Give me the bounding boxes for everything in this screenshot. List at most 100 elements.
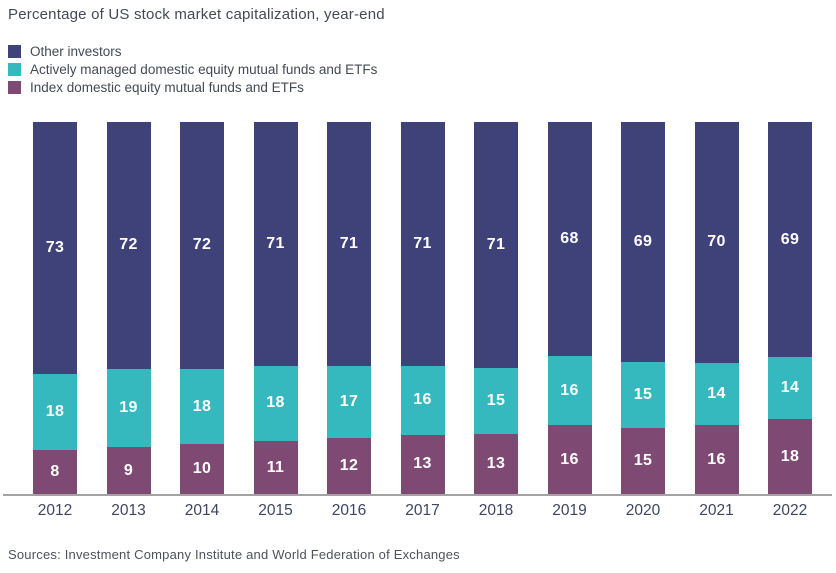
- bar-column-2012: 73 18 8: [33, 122, 77, 494]
- x-axis-label: 2014: [184, 502, 220, 519]
- bar-value-label: 15: [633, 451, 653, 469]
- bar-value-label: 16: [560, 381, 579, 399]
- bar-value-label: 15: [486, 392, 506, 410]
- bar-value-label: 18: [45, 403, 65, 421]
- x-axis-label: 2019: [552, 502, 587, 519]
- x-axis-label: 2018: [478, 502, 514, 519]
- bar-value-label: 18: [192, 397, 212, 415]
- x-axis-label: 2022: [772, 502, 808, 519]
- bar-value-label: 15: [633, 385, 653, 403]
- legend-item-other-investors: Other investors: [8, 42, 377, 60]
- bar-value-label: 17: [339, 392, 359, 410]
- source-note: Sources: Investment Company Institute an…: [8, 547, 460, 562]
- bar-column-2015: 71 18 11: [253, 122, 298, 494]
- bar-value-label: 10: [192, 460, 212, 478]
- bar-value-label: 19: [119, 399, 138, 417]
- legend-swatch-other-investors: [8, 44, 21, 58]
- bar-segment: 71: [253, 122, 298, 366]
- bar-segment: 9: [106, 447, 151, 494]
- chart-title: Percentage of US stock market capitaliza…: [8, 6, 385, 23]
- bar-segment: 11: [253, 441, 298, 494]
- bar-segment: 16: [694, 425, 739, 494]
- bar-segment: 8: [33, 450, 77, 494]
- bar-value-label: 16: [707, 450, 726, 468]
- bar-value-label: 8: [50, 463, 60, 481]
- bar-segment: 18: [768, 419, 812, 494]
- bar-segment: 13: [474, 434, 518, 494]
- bar-value-label: 71: [266, 234, 285, 252]
- x-axis-label: 2017: [405, 502, 440, 519]
- bar-segment: 12: [327, 437, 371, 494]
- bar-segment: 17: [327, 365, 371, 438]
- bar-segment: 18: [33, 374, 77, 451]
- bar-value-label: 71: [486, 236, 506, 254]
- bar-segment: 70: [694, 122, 739, 363]
- bar-segment: 71: [474, 122, 518, 369]
- legend-item-index-funds: Index domestic equity mutual funds and E…: [8, 78, 377, 96]
- bar-segment: 69: [621, 122, 665, 362]
- bar-segment: 71: [400, 122, 445, 366]
- bar-value-label: 72: [192, 236, 212, 254]
- legend: Other investors Actively managed domesti…: [8, 42, 377, 96]
- legend-label: Index domestic equity mutual funds and E…: [30, 79, 304, 95]
- bar-segment: 15: [621, 427, 665, 495]
- bar-value-label: 12: [339, 456, 359, 474]
- x-axis-label: 2012: [37, 502, 73, 519]
- bar-column-2019: 68 16 16: [547, 122, 592, 494]
- legend-swatch-active-funds: [8, 62, 21, 76]
- bar-value-label: 69: [633, 232, 653, 250]
- bar-column-2017: 71 16 13: [400, 122, 445, 494]
- legend-label: Actively managed domestic equity mutual …: [30, 61, 378, 77]
- bar-value-label: 68: [560, 230, 579, 248]
- bar-segment: 18: [253, 365, 298, 442]
- x-axis-label: 2016: [331, 502, 367, 519]
- bar-column-2018: 71 15 13: [474, 122, 518, 494]
- bar-value-label: 13: [413, 455, 432, 473]
- bar-column-2016: 71 17 12: [327, 122, 371, 494]
- bar-column-2014: 72 18 10: [180, 122, 224, 494]
- bar-value-label: 16: [560, 450, 579, 468]
- bar-segment: 15: [474, 368, 518, 435]
- bar-value-label: 14: [780, 379, 800, 397]
- bar-segment: 16: [547, 356, 592, 426]
- legend-item-active-funds: Actively managed domestic equity mutual …: [8, 60, 377, 78]
- x-axis-label: 2015: [258, 502, 293, 519]
- bar-segment: 10: [180, 444, 224, 494]
- x-axis-label: 2021: [699, 502, 734, 519]
- bar-segment: 14: [768, 357, 812, 420]
- bar-value-label: 69: [780, 230, 800, 248]
- bar-column-2022: 69 14 18: [768, 122, 812, 494]
- bar-segment: 72: [180, 122, 224, 369]
- bar-value-label: 71: [339, 234, 359, 252]
- x-axis-labels: 2012 2013 2014 2015 2016 2017 2018 2019 2020 2021…: [33, 502, 812, 520]
- bar-segment: 69: [768, 122, 812, 358]
- bar-value-label: 16: [413, 391, 432, 409]
- bar-value-label: 73: [45, 239, 65, 257]
- bar-segment: 18: [180, 368, 224, 445]
- bar-value-label: 11: [266, 458, 285, 476]
- bar-value-label: 14: [707, 384, 726, 402]
- stacked-bar-plot-area: 73 18 8 72 19 9 72 18 10 71 18 11 71 17 12 71 16 13 71 15 13…: [33, 122, 812, 495]
- x-axis-line: [3, 494, 832, 496]
- bar-segment: 14: [694, 362, 739, 426]
- bar-value-label: 13: [486, 455, 506, 473]
- bar-value-label: 72: [119, 236, 138, 254]
- legend-swatch-index-funds: [8, 80, 21, 94]
- bar-segment: 72: [106, 122, 151, 369]
- bar-segment: 13: [400, 434, 445, 494]
- x-axis-label: 2013: [111, 502, 146, 519]
- bar-segment: 19: [106, 368, 151, 448]
- x-axis-label: 2020: [625, 502, 661, 519]
- bar-column-2021: 70 14 16: [694, 122, 739, 494]
- bar-segment: 71: [327, 122, 371, 366]
- bar-segment: 15: [621, 361, 665, 428]
- bar-column-2013: 72 19 9: [106, 122, 151, 494]
- bar-value-label: 71: [413, 234, 432, 252]
- bar-segment: 73: [33, 122, 77, 375]
- bar-value-label: 18: [266, 394, 285, 412]
- bar-segment: 16: [400, 365, 445, 435]
- bar-column-2020: 69 15 15: [621, 122, 665, 495]
- legend-label: Other investors: [30, 43, 122, 59]
- bar-value-label: 18: [780, 447, 800, 465]
